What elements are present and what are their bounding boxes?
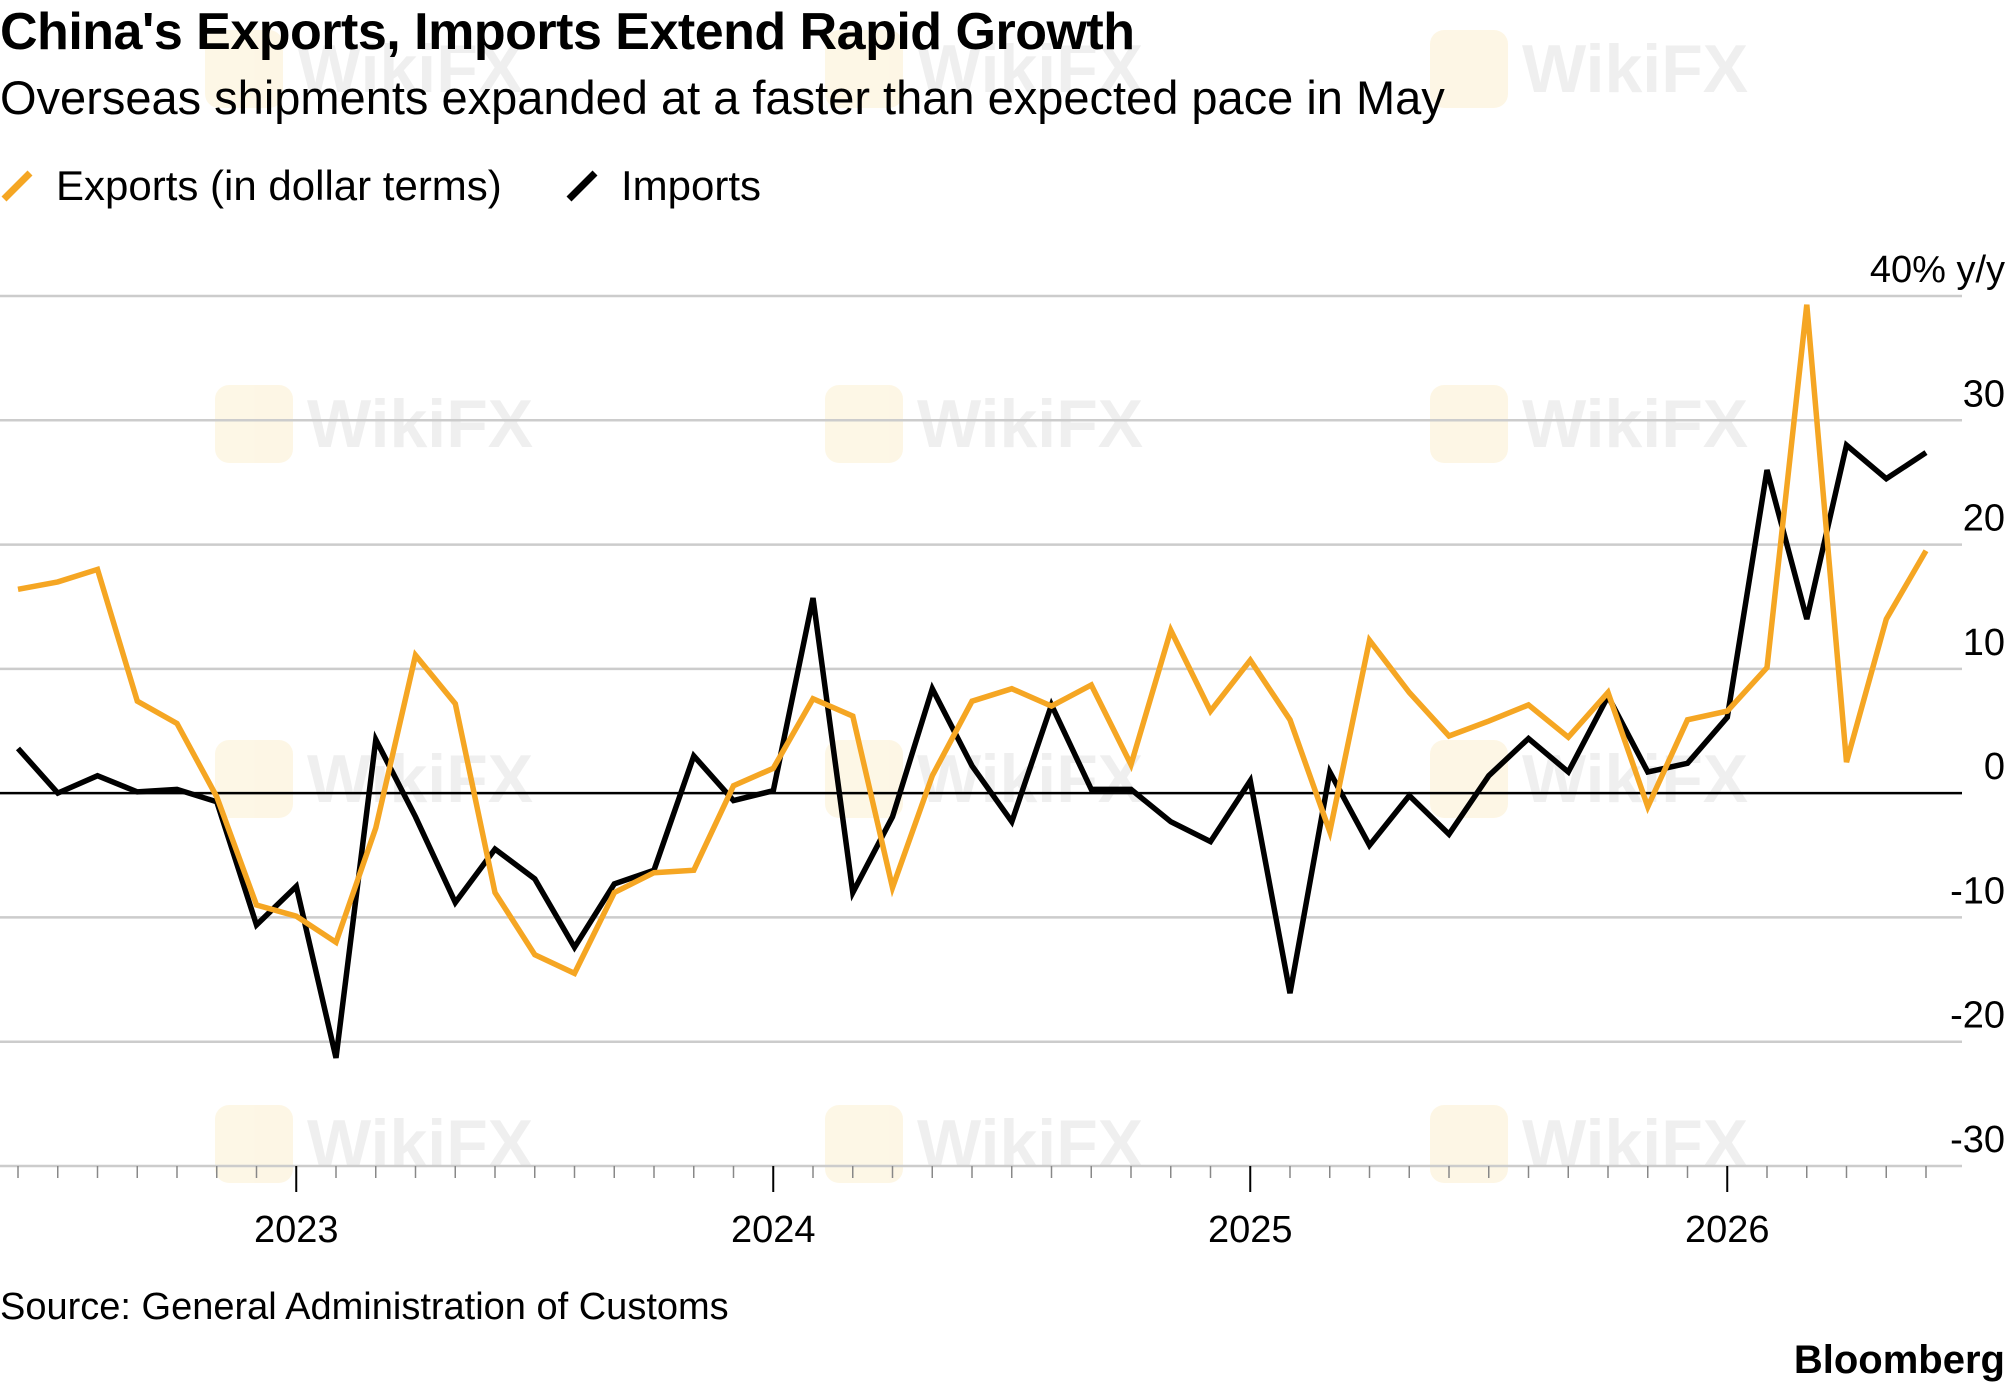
y-tick-label: 20 xyxy=(1963,498,2005,540)
gridlines xyxy=(0,294,1962,1168)
watermark: WikiFX xyxy=(825,30,1143,108)
y-axis-tick-labels: 40% y/y 30 20 10 0 -10 -20 -30 xyxy=(1870,249,2005,1161)
y-tick-label: 40% y/y xyxy=(1870,249,2005,291)
y-tick-label: -30 xyxy=(1950,1119,2005,1161)
watermark-text: WikiFX xyxy=(297,31,523,107)
watermark-logo-icon xyxy=(215,385,293,463)
x-tick-label: 2026 xyxy=(1685,1209,1770,1251)
x-axis: 2023 2024 2025 2026 xyxy=(17,1166,1927,1251)
watermark-logo-icon xyxy=(1430,740,1508,818)
watermark-text: WikiFX xyxy=(917,31,1143,107)
watermark-text: WikiFX xyxy=(917,1106,1143,1182)
series-line-imports xyxy=(15,440,1928,1059)
x-tick-label: 2023 xyxy=(254,1209,339,1251)
watermark-logo-icon xyxy=(1430,1105,1508,1183)
watermark-logo-icon xyxy=(1430,30,1508,108)
watermark-logo-icon xyxy=(825,740,903,818)
chart-subtitle: Overseas shipments expanded at a faster … xyxy=(0,71,1445,124)
x-tick-label: 2025 xyxy=(1208,1209,1293,1251)
watermark-logo-icon xyxy=(1430,385,1508,463)
y-tick-label: -20 xyxy=(1950,995,2005,1037)
exports-legend-swatch xyxy=(1,170,33,202)
watermark-text: WikiFX xyxy=(1522,386,1748,462)
y-tick-label: 10 xyxy=(1963,622,2005,664)
y-tick-label: 30 xyxy=(1963,373,2005,415)
watermark-logo-icon xyxy=(215,1105,293,1183)
watermark-text: WikiFX xyxy=(307,741,533,817)
watermark: WikiFX xyxy=(215,740,533,818)
watermark: WikiFX xyxy=(205,30,523,108)
legend-label-imports: Imports xyxy=(621,162,762,209)
watermark: WikiFX xyxy=(1430,1105,1748,1183)
watermark: WikiFX xyxy=(825,740,1143,818)
y-tick-label: -10 xyxy=(1950,870,2005,912)
watermark-text: WikiFX xyxy=(917,741,1143,817)
watermark-text: WikiFX xyxy=(1522,741,1748,817)
watermark-logo-icon xyxy=(825,385,903,463)
brand-logo-text: Bloomberg xyxy=(1793,1338,2005,1382)
watermark-text: WikiFX xyxy=(307,386,533,462)
watermark-text: WikiFX xyxy=(1522,1106,1748,1182)
watermark: WikiFX xyxy=(825,1105,1143,1183)
watermark-text: WikiFX xyxy=(1522,31,1748,107)
imports-legend-swatch xyxy=(566,170,598,202)
legend-label-exports: Exports (in dollar terms) xyxy=(56,162,502,209)
watermark-logo-icon xyxy=(825,30,903,108)
legend-item-exports: Exports (in dollar terms) xyxy=(0,158,502,214)
watermark: WikiFX xyxy=(825,385,1143,463)
legend-item-imports: Imports xyxy=(565,158,761,214)
watermark-text: WikiFX xyxy=(917,386,1143,462)
watermark: WikiFX xyxy=(1430,30,1748,108)
watermark-logo-icon xyxy=(205,30,283,108)
watermark: WikiFX xyxy=(1430,385,1748,463)
watermark: WikiFX xyxy=(1430,740,1748,818)
series-lines xyxy=(15,304,1929,1059)
watermark-logo-icon xyxy=(215,740,293,818)
x-tick-label: 2024 xyxy=(731,1209,816,1251)
watermark: WikiFX xyxy=(215,385,533,463)
y-tick-label: 0 xyxy=(1984,746,2005,788)
series-line-exports xyxy=(17,304,1929,978)
watermark-logo-icon xyxy=(825,1105,903,1183)
source-note: Source: General Administration of Custom… xyxy=(0,1286,729,1328)
chart-title: China's Exports, Imports Extend Rapid Gr… xyxy=(0,3,1135,61)
